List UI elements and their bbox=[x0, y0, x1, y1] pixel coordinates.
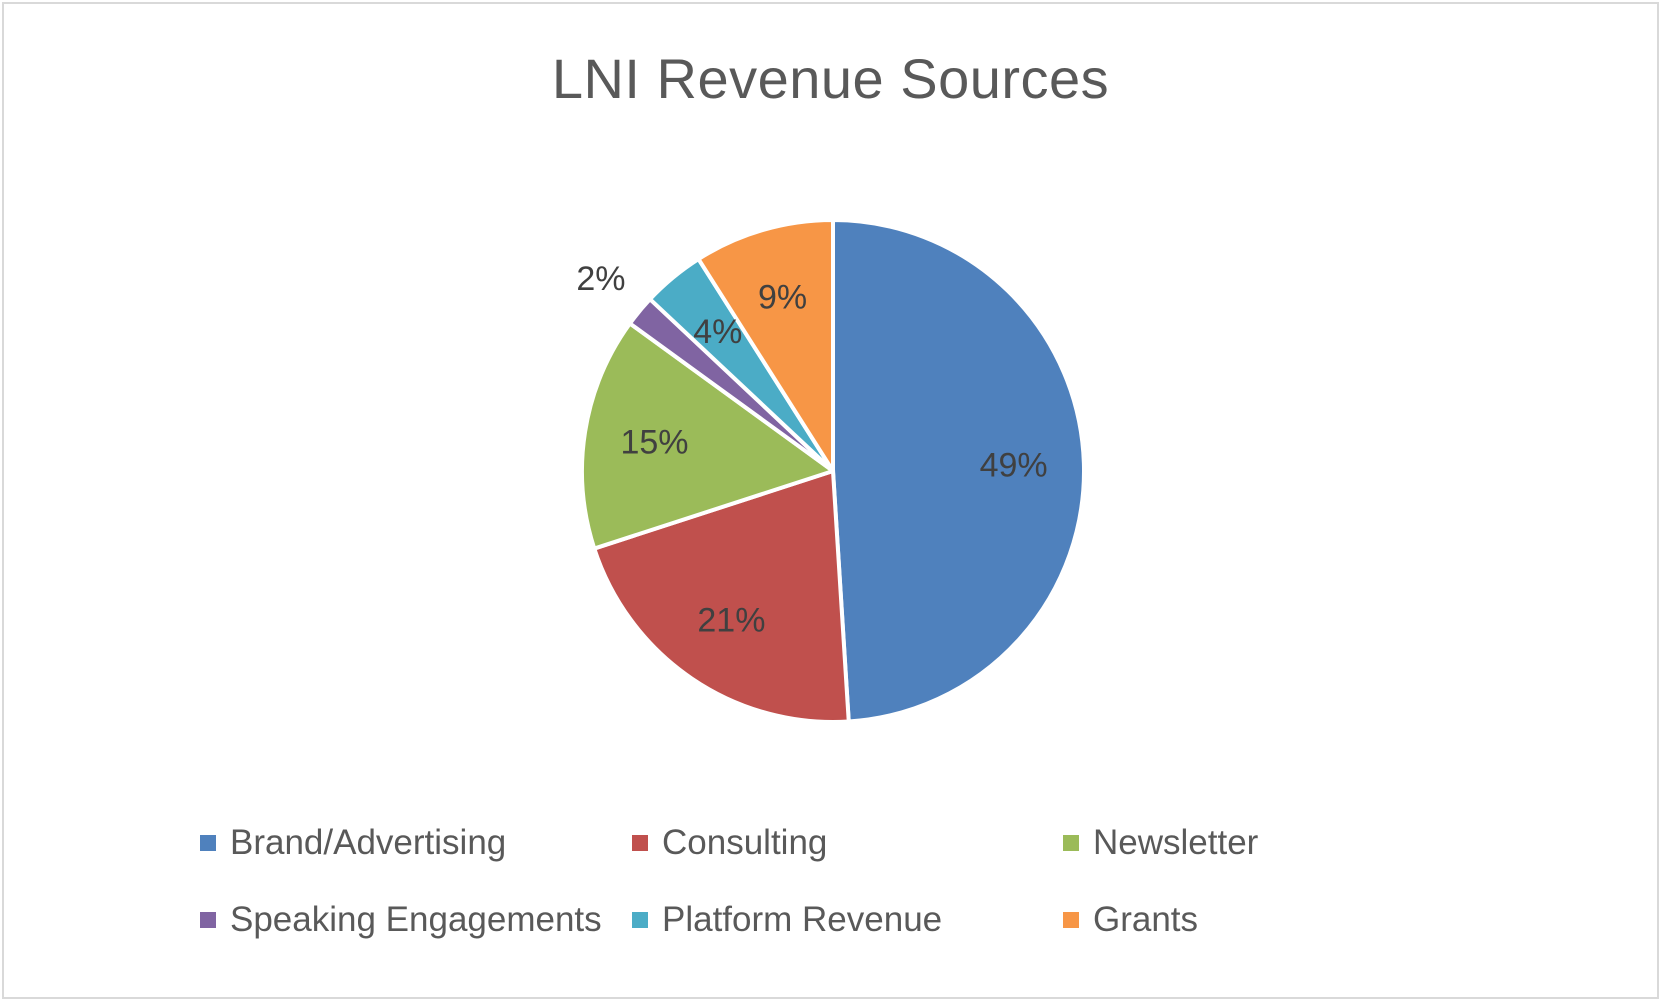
data-label-speaking-engagements: 2% bbox=[576, 260, 625, 298]
data-label-newsletter: 15% bbox=[620, 424, 688, 462]
pie-slice-newsletter bbox=[580, 321, 835, 551]
pie-slice-consulting bbox=[592, 469, 851, 724]
data-label-brand-advertising: 49% bbox=[980, 446, 1048, 484]
data-label-platform-revenue: 4% bbox=[693, 313, 742, 351]
pie-slice-grants bbox=[696, 218, 835, 473]
pie-slices bbox=[580, 218, 1087, 724]
chart-title: LNI Revenue Sources bbox=[551, 47, 1110, 110]
data-label-grants: 9% bbox=[758, 278, 807, 316]
pie-slice-brand-advertising bbox=[831, 218, 1087, 724]
data-label-consulting: 21% bbox=[697, 601, 765, 639]
slice-labels: 49% 21% 15% 2% 4% 9% bbox=[576, 260, 1047, 639]
